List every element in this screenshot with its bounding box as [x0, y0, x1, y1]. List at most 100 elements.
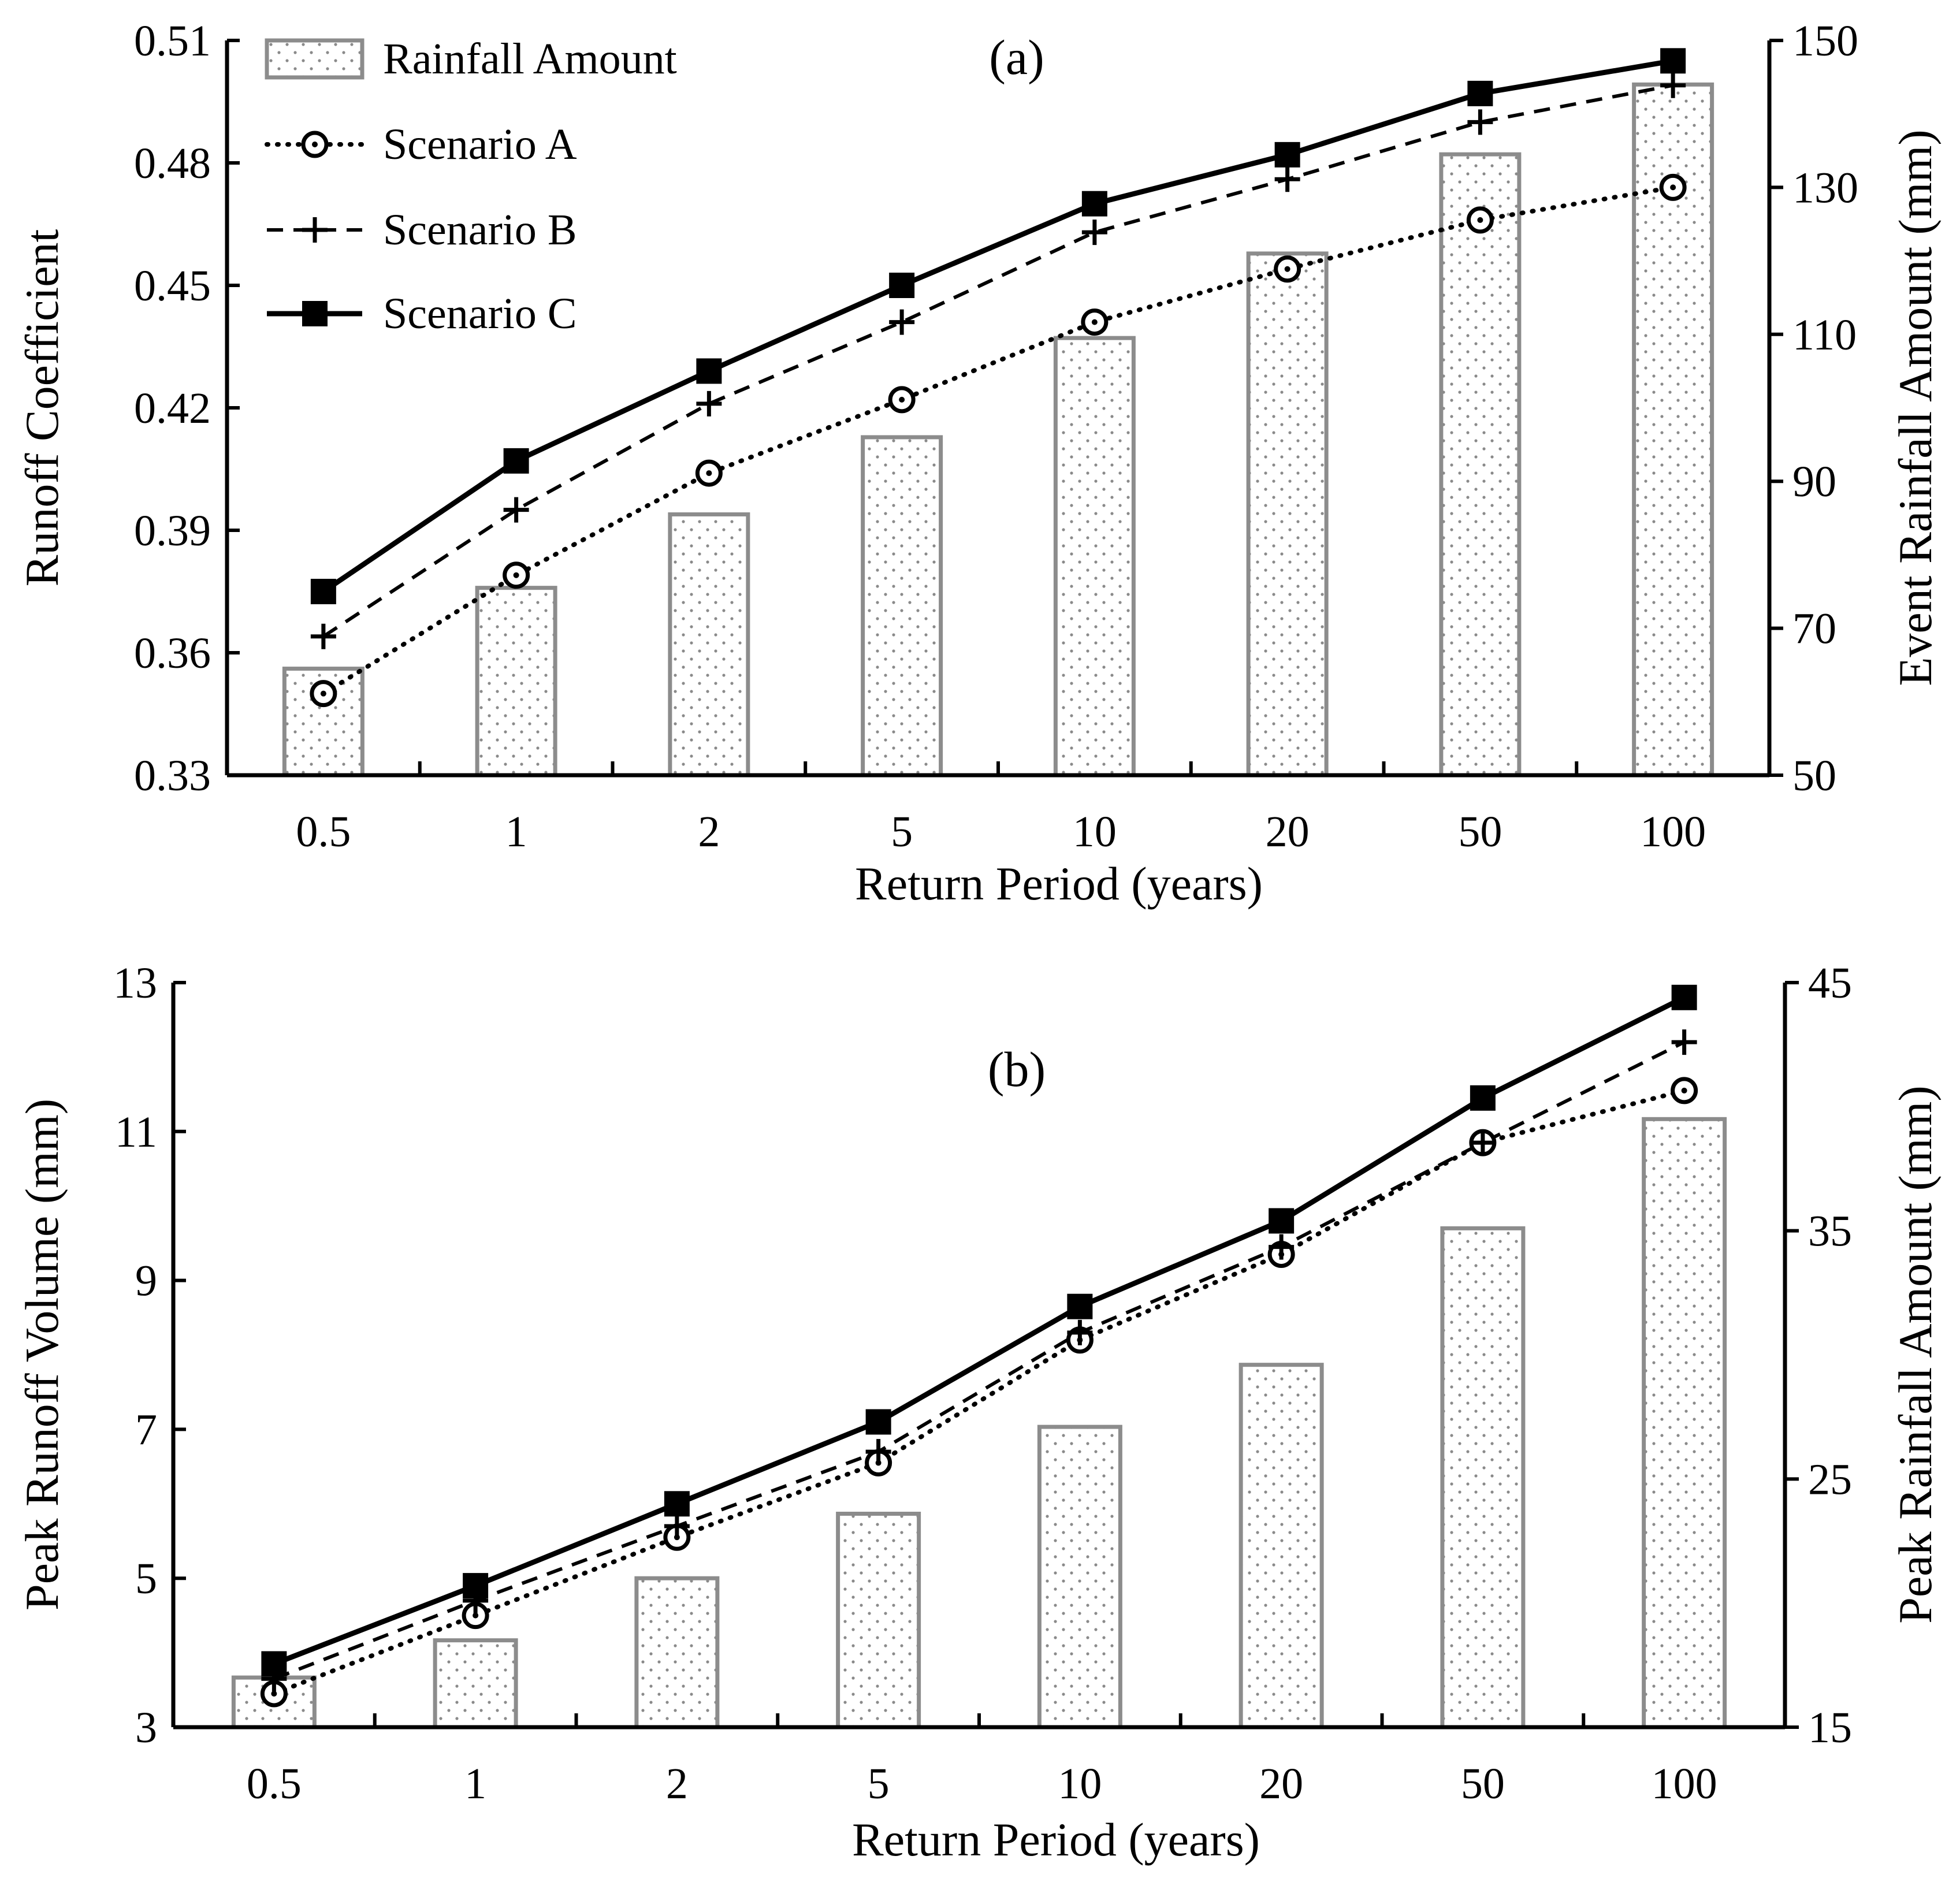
axis-ticks-a: 0.330.360.390.420.450.480.51507090110130…: [134, 17, 1858, 856]
point-a-scenario-a-5-dot: [1284, 266, 1290, 272]
rainfall-bar-a-6: [1439, 152, 1522, 778]
point-a-scenario-a-2-dot: [706, 470, 712, 477]
point-b-scenario-c-3: [865, 1409, 891, 1435]
point-a-scenario-c-6: [1467, 80, 1493, 106]
point-a-scenario-b-6: [1467, 109, 1493, 135]
series-line-a-scenario-c: [322, 58, 1673, 594]
point-a-scenario-a-3-dot: [899, 396, 905, 403]
point-a-scenario-c-3: [889, 273, 915, 298]
point-a-scenario-a-0-dot: [320, 690, 326, 697]
point-a-scenario-a-4: [1081, 308, 1109, 336]
point-a-scenario-a-6: [1466, 206, 1494, 234]
point-b-scenario-a-0-dot: [271, 1690, 277, 1697]
point-a-scenario-a-0: [310, 680, 337, 708]
legend-label-scenario-b: Scenario B: [383, 206, 577, 254]
point-b-scenario-c-4: [1067, 1293, 1093, 1319]
point-a-scenario-b-5: [1274, 166, 1300, 192]
x-tick-label-a-7: 100: [1640, 808, 1706, 856]
point-b-scenario-c-2: [664, 1491, 690, 1517]
x-tick-label-a-6: 50: [1458, 808, 1502, 856]
series-line-b-scenario-b: [273, 1040, 1685, 1681]
right-tick-label-a-0: 50: [1792, 752, 1836, 800]
point-b-scenario-a-7-dot: [1681, 1087, 1687, 1094]
rainfall-bar-b-3: [836, 1511, 921, 1729]
y-axis-label-right-b: Peak Rainfall Amount (mm): [1889, 1085, 1942, 1623]
point-b-scenario-b-5: [1269, 1234, 1295, 1260]
point-a-scenario-b-4: [1081, 220, 1107, 246]
point-b-scenario-b-2: [664, 1513, 690, 1539]
left-tick-label-a-5: 0.48: [134, 139, 211, 188]
rainfall-bar-a-4: [1053, 336, 1136, 778]
bars-a: [282, 82, 1714, 778]
point-a-scenario-a-6-dot: [1477, 217, 1483, 223]
x-axis-label-a: Return Period (years): [855, 857, 1263, 910]
right-tick-label-a-4: 130: [1792, 163, 1858, 212]
right-tick-label-a-2: 90: [1792, 458, 1836, 506]
x-axis-label-b: Return Period (years): [852, 1813, 1260, 1866]
series-markers-b: [260, 984, 1698, 1708]
legend-label-rainfall: Rainfall Amount: [383, 35, 677, 83]
rainfall-bar-a-5: [1246, 251, 1329, 778]
legend-marker-scenario-b: [302, 217, 328, 243]
x-tick-label-b-7: 100: [1652, 1760, 1717, 1808]
bars-b: [231, 1117, 1727, 1729]
point-b-scenario-c-0: [261, 1651, 287, 1677]
x-tick-label-a-2: 2: [698, 808, 720, 856]
y-axis-label-left-a: Runoff Coefficient: [16, 229, 68, 586]
x-tick-label-b-1: 1: [464, 1760, 486, 1808]
point-a-scenario-c-0: [310, 579, 336, 604]
point-b-scenario-a-7: [1671, 1077, 1698, 1104]
left-tick-label-a-4: 0.45: [134, 262, 211, 310]
point-a-scenario-b-2: [696, 390, 722, 416]
point-b-scenario-c-7: [1671, 984, 1697, 1010]
point-a-scenario-b-7: [1660, 72, 1686, 98]
point-b-scenario-c-6: [1470, 1085, 1496, 1111]
x-tick-label-b-6: 50: [1461, 1760, 1505, 1808]
series-lines-b: [272, 995, 1687, 1696]
point-a-scenario-b-0: [310, 623, 336, 649]
x-tick-label-a-1: 1: [505, 808, 527, 856]
point-a-scenario-a-2: [695, 459, 723, 487]
left-tick-label-b-1: 5: [135, 1554, 157, 1603]
point-b-scenario-b-3: [865, 1439, 891, 1465]
series-lines-a: [321, 58, 1676, 696]
point-b-scenario-b-7: [1671, 1029, 1697, 1055]
left-tick-label-b-0: 3: [135, 1704, 157, 1752]
x-tick-label-b-3: 5: [868, 1760, 890, 1808]
point-a-scenario-a-4-dot: [1091, 319, 1098, 325]
left-tick-label-b-3: 9: [135, 1257, 157, 1306]
rainfall-bar-a-2: [668, 512, 750, 778]
legend-swatch-rainfall: [265, 38, 365, 80]
point-a-scenario-c-4: [1081, 191, 1107, 217]
left-tick-label-a-2: 0.39: [134, 507, 211, 555]
rainfall-bar-a-1: [475, 586, 557, 778]
point-a-scenario-a-7-dot: [1670, 184, 1676, 191]
x-tick-label-a-3: 5: [891, 808, 913, 856]
x-tick-label-b-2: 2: [666, 1760, 688, 1808]
rainfall-bar-b-4: [1037, 1424, 1122, 1729]
legend-item-rainfall: Rainfall Amount: [265, 35, 677, 83]
series-line-a-scenario-b: [322, 83, 1673, 638]
rainfall-bar-a-3: [861, 435, 943, 778]
legend-item-scenario-c: Scenario C: [267, 289, 577, 338]
point-a-scenario-c-5: [1274, 142, 1300, 168]
point-a-scenario-a-1: [503, 561, 530, 589]
legend-item-scenario-b: Scenario B: [267, 206, 577, 254]
rainfall-bar-b-7: [1642, 1117, 1727, 1729]
legend-label-scenario-c: Scenario C: [383, 289, 577, 338]
x-tick-label-b-5: 20: [1259, 1760, 1303, 1808]
right-tick-label-a-3: 110: [1792, 311, 1857, 359]
point-b-scenario-c-5: [1269, 1208, 1295, 1234]
legend-marker-scenario-c: [302, 301, 328, 326]
x-tick-label-a-0: 0.5: [296, 808, 351, 856]
series-line-b-scenario-c: [273, 995, 1686, 1667]
rainfall-bar-b-6: [1440, 1226, 1526, 1729]
right-tick-label-b-1: 25: [1808, 1455, 1852, 1504]
left-tick-label-b-2: 7: [135, 1405, 157, 1454]
point-b-scenario-b-4: [1067, 1319, 1093, 1345]
panel-title-b: (b): [988, 1042, 1046, 1097]
series-line-b-scenario-a: [272, 1088, 1687, 1696]
